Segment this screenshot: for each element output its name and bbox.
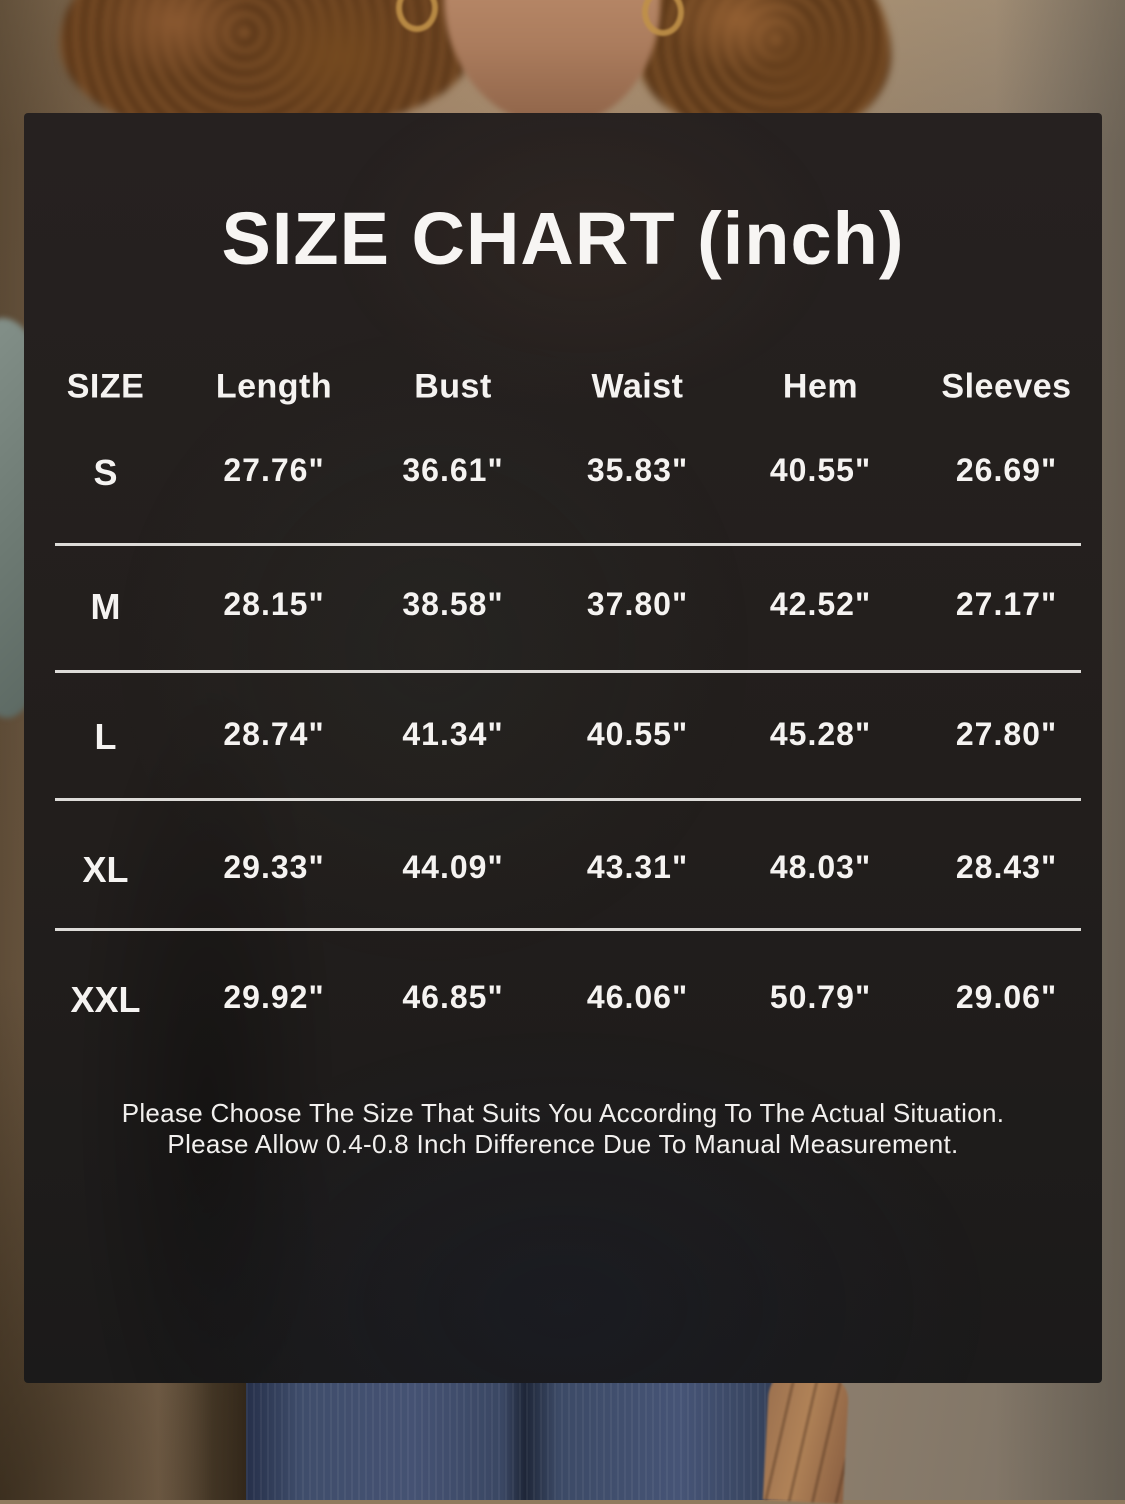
length-value: 28.74" xyxy=(223,716,325,752)
column-header-waist: Waist xyxy=(591,367,684,406)
bust-value: 36.61" xyxy=(402,452,504,488)
sleeves-value: 29.06" xyxy=(955,979,1058,1015)
row-separator xyxy=(55,928,1081,931)
length-value: 27.76" xyxy=(223,452,325,488)
bust-value: 41.34" xyxy=(402,716,504,752)
hem-value: 45.28" xyxy=(769,716,872,752)
bust-value: 38.58" xyxy=(402,586,504,622)
model-hand xyxy=(762,1375,850,1504)
hem-value: 48.03" xyxy=(769,849,872,885)
length-value: 28.15" xyxy=(223,586,325,622)
bust-value: 46.85" xyxy=(402,979,504,1015)
hem-value: 50.79" xyxy=(769,979,872,1015)
hoop-earring-left xyxy=(396,0,438,32)
waist-value: 46.06" xyxy=(586,979,689,1015)
model-jeans xyxy=(246,1376,804,1500)
sleeves-value: 28.43" xyxy=(955,849,1058,885)
length-value: 29.33" xyxy=(223,849,325,885)
waist-value: 40.55" xyxy=(586,716,689,752)
column-header-sleeves: Sleeves xyxy=(941,367,1072,406)
hoop-earring-right xyxy=(642,0,684,36)
sleeves-value: 26.69" xyxy=(955,452,1058,488)
size-chart-panel: SIZE CHART (inch) SIZE Length Bust Waist… xyxy=(24,113,1102,1383)
row-separator xyxy=(55,798,1081,801)
size-chart-title: SIZE CHART (inch) xyxy=(221,197,905,280)
table-row-s: S 27.76" 36.61" 35.83" 40.55" 26.69" xyxy=(24,452,1102,494)
size-label: XL xyxy=(82,849,129,890)
waist-value: 43.31" xyxy=(586,849,689,885)
size-label: S xyxy=(93,452,118,493)
waist-value: 37.80" xyxy=(586,586,689,622)
column-header-size: SIZE xyxy=(66,367,145,406)
note-line-1: Please Choose The Size That Suits You Ac… xyxy=(121,1098,1005,1128)
table-row-xl: XL 29.33" 44.09" 43.31" 48.03" 28.43" xyxy=(24,849,1102,891)
column-header-length: Length xyxy=(215,367,333,406)
size-label: L xyxy=(94,716,117,757)
waist-value: 35.83" xyxy=(586,452,689,488)
hem-value: 40.55" xyxy=(769,452,872,488)
measurement-note: Please Choose The Size That Suits You Ac… xyxy=(24,1098,1102,1160)
size-label: M xyxy=(90,586,121,627)
table-header-row: SIZE Length Bust Waist Hem Sleeves xyxy=(24,368,1102,407)
bust-value: 44.09" xyxy=(402,849,504,885)
sleeves-value: 27.17" xyxy=(955,586,1058,622)
row-separator xyxy=(55,543,1081,546)
length-value: 29.92" xyxy=(223,979,325,1015)
note-line-2: Please Allow 0.4-0.8 Inch Difference Due… xyxy=(167,1129,959,1159)
hem-value: 42.52" xyxy=(769,586,872,622)
table-row-m: M 28.15" 38.58" 37.80" 42.52" 27.17" xyxy=(24,586,1102,628)
table-row-l: L 28.74" 41.34" 40.55" 45.28" 27.80" xyxy=(24,716,1102,758)
row-separator xyxy=(55,670,1081,673)
sleeves-value: 27.80" xyxy=(955,716,1058,752)
column-header-bust: Bust xyxy=(414,367,492,406)
bottom-shadow xyxy=(158,1380,258,1500)
column-header-hem: Hem xyxy=(782,367,859,406)
table-row-xxl: XXL 29.92" 46.85" 46.06" 50.79" 29.06" xyxy=(24,979,1102,1021)
size-label: XXL xyxy=(70,979,141,1020)
